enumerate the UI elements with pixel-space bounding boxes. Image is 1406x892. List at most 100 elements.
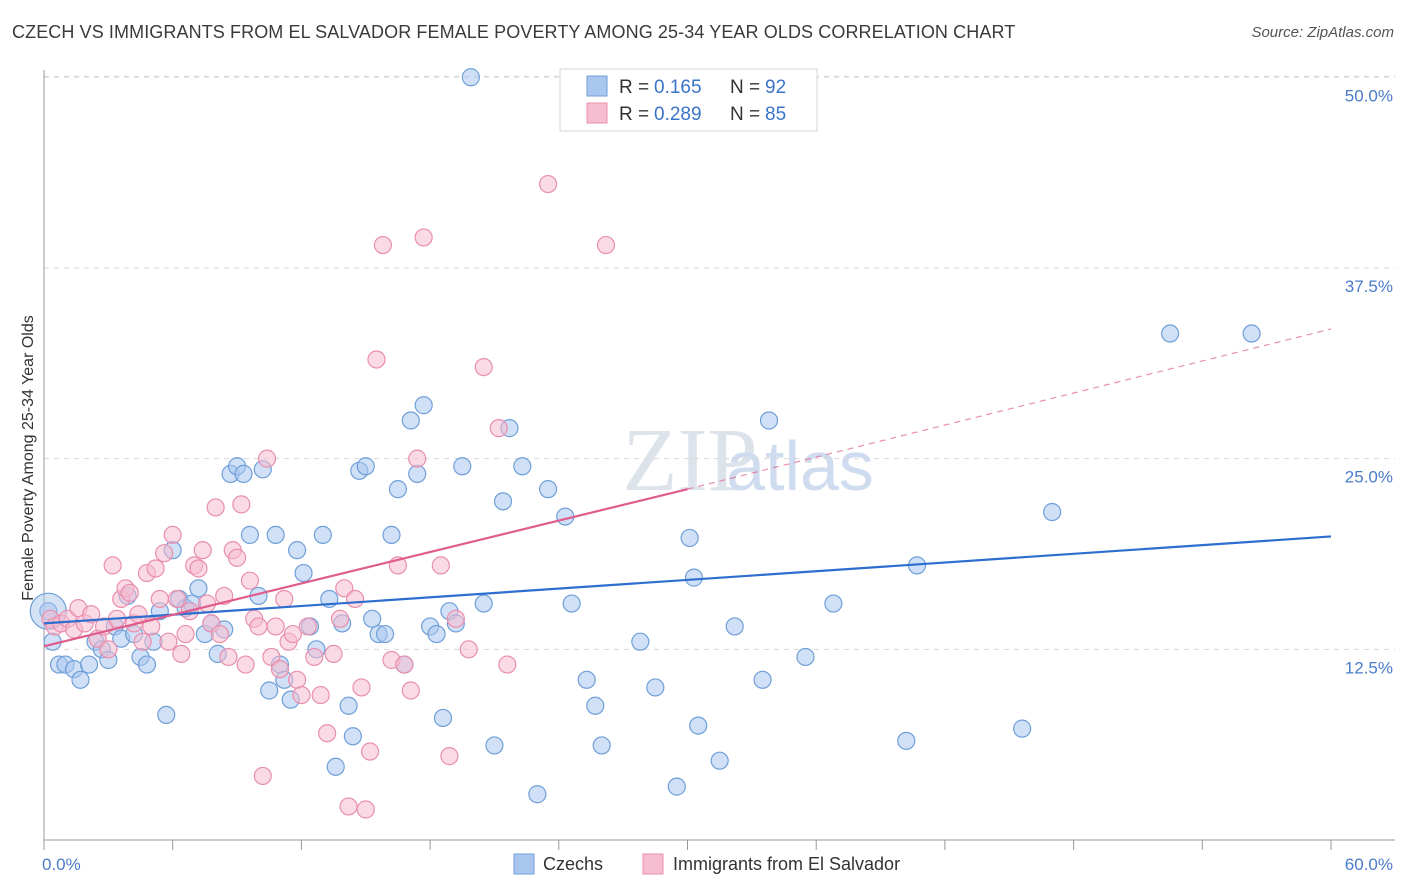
bottom-legend-swatch-el-salvador <box>642 853 664 875</box>
legend-swatch-blue <box>586 75 608 97</box>
czechs-point <box>680 528 699 548</box>
el-salvador-point <box>210 624 229 644</box>
czechs-point <box>586 696 605 715</box>
el-salvador-trend-line <box>43 488 688 648</box>
el-salvador-point <box>232 495 251 514</box>
czechs-point <box>388 480 408 499</box>
el-salvador-point <box>275 589 294 609</box>
axes: 12.5% 25.0% 37.5% 50.0% 0.0% 60.0% <box>42 70 1395 874</box>
czechs-point <box>234 464 253 483</box>
el-salvador-point <box>163 525 182 545</box>
el-salvador-point <box>197 594 217 613</box>
czechs-trend-line <box>43 535 1332 625</box>
el-salvador-point <box>474 357 493 377</box>
el-salvador-point <box>99 640 118 659</box>
el-salvador-point <box>431 556 450 575</box>
el-salvador-point <box>356 800 375 819</box>
el-salvador-point <box>345 589 365 609</box>
gridlines <box>44 75 1395 650</box>
legend-swatch-pink <box>586 102 608 124</box>
el-salvador-point <box>129 605 148 624</box>
el-salvador-point <box>103 556 122 575</box>
czechs-point <box>137 655 157 674</box>
el-salvador-point <box>360 742 380 761</box>
czechs-point <box>79 655 99 674</box>
czechs-point <box>592 736 611 755</box>
watermark-atlas: atlas <box>726 427 874 505</box>
czechs-point <box>538 480 558 499</box>
el-salvador-point <box>120 583 139 602</box>
el-salvador-point <box>219 647 238 667</box>
czechs-point <box>288 541 307 560</box>
el-salvador-point <box>538 174 558 194</box>
el-salvador-point <box>324 644 343 663</box>
el-salvador-trend-extension <box>687 328 1332 490</box>
legend-n-value-1: 92 <box>765 77 786 98</box>
czechs-point <box>759 411 779 430</box>
czechs-point <box>260 681 279 700</box>
czechs-point <box>513 457 532 476</box>
czechs-point <box>753 670 772 689</box>
x-tick-label-min: 0.0% <box>42 855 81 874</box>
czechs-point <box>71 670 90 689</box>
el-salvador-point <box>305 647 324 667</box>
czechs-point <box>382 525 401 545</box>
legend-r-label-2: R = <box>619 104 649 125</box>
el-salvador-point <box>283 624 302 644</box>
el-salvador-point <box>401 681 420 700</box>
czechs-point <box>189 579 208 598</box>
el-salvador-point <box>352 678 371 697</box>
czechs-point <box>408 464 427 483</box>
czechs-point <box>294 563 313 583</box>
czechs-point <box>562 594 581 613</box>
czechs-point <box>356 457 375 476</box>
el-salvador-point <box>373 235 393 255</box>
bottom-legend-swatch-czechs <box>513 853 535 875</box>
czechs-point <box>528 785 547 804</box>
czechs-point <box>667 777 686 796</box>
el-salvador-point <box>318 724 337 743</box>
el-salvador-point <box>408 449 427 468</box>
czechs-point <box>266 525 285 545</box>
el-salvador-point <box>159 632 178 651</box>
bottom-legend-czechs: Czechs <box>543 854 603 874</box>
czechs-point <box>684 568 704 587</box>
el-salvador-point <box>253 766 272 786</box>
series-el-salvador-points <box>41 174 616 819</box>
el-salvador-point <box>155 544 174 563</box>
czechs-point <box>824 594 843 613</box>
watermark-zip: ZIP <box>623 411 758 510</box>
czechs-point <box>710 751 729 770</box>
el-salvador-point <box>367 350 386 369</box>
chart-title: CZECH VS IMMIGRANTS FROM EL SALVADOR FEM… <box>12 22 1016 42</box>
czechs-point <box>375 624 395 644</box>
el-salvador-point <box>206 498 225 517</box>
legend-r-label-1: R = <box>619 77 649 98</box>
czechs-point <box>453 457 472 476</box>
el-salvador-point <box>498 655 517 674</box>
y-tick-label: 25.0% <box>1345 468 1393 487</box>
czechs-point <box>474 594 493 613</box>
czechs-point <box>577 670 596 689</box>
czechs-point <box>897 731 916 750</box>
el-salvador-point <box>193 541 212 560</box>
legend-r-value-1: 0.165 <box>654 77 702 98</box>
czechs-point <box>1013 719 1032 738</box>
el-salvador-point <box>172 644 191 663</box>
el-salvador-point <box>189 559 208 578</box>
czechs-point <box>157 705 176 725</box>
el-salvador-point <box>146 559 165 578</box>
el-salvador-point <box>266 617 285 636</box>
czechs-point <box>493 492 513 511</box>
el-salvador-point <box>339 797 358 816</box>
czechs-point <box>631 632 650 651</box>
czechs-point <box>485 736 504 755</box>
el-salvador-point <box>257 449 277 468</box>
czechs-point <box>313 525 332 545</box>
czechs-point <box>240 525 260 545</box>
trend-lines <box>43 328 1332 648</box>
el-salvador-point <box>330 609 350 628</box>
el-salvador-point <box>288 670 307 689</box>
y-tick-label: 12.5% <box>1345 658 1393 677</box>
